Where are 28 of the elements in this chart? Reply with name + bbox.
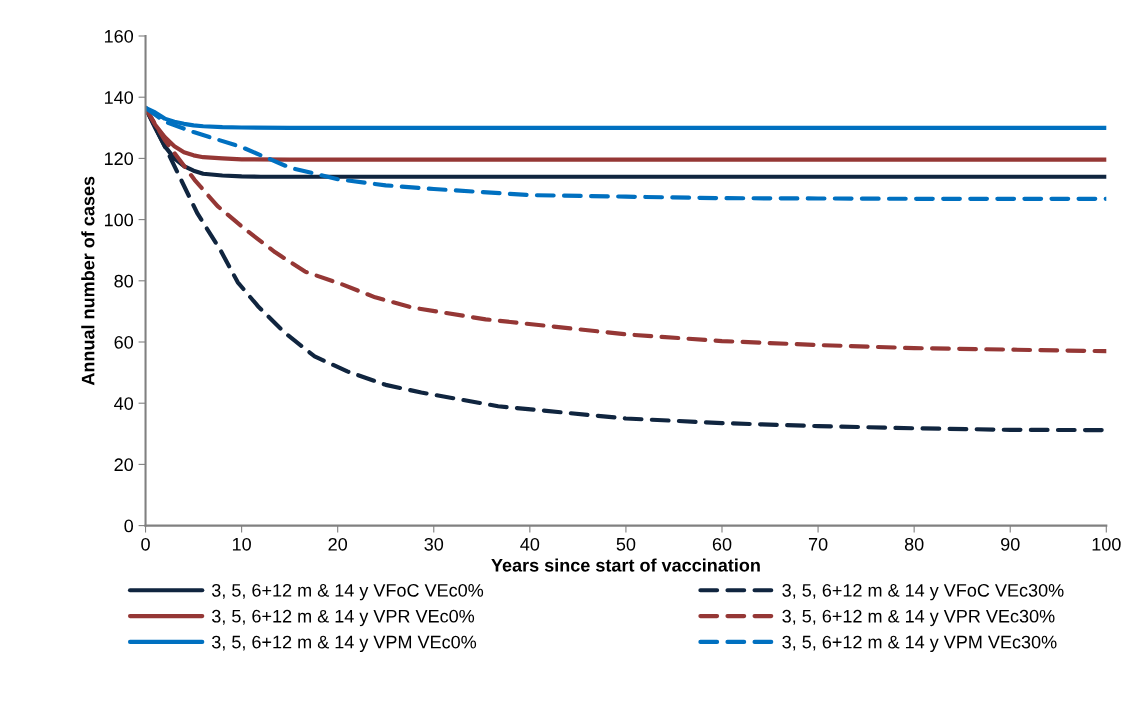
legend-label: 3, 5, 6+12 m & 14 y VFoC VEc30% (782, 583, 1064, 601)
x-tick-label: 40 (520, 537, 540, 551)
y-tick-label: 160 (104, 29, 134, 43)
x-tick-label: 100 (1092, 537, 1121, 551)
x-tick-label: 30 (424, 537, 444, 551)
x-tick-label: 0 (141, 537, 150, 551)
x-tick-label: 60 (712, 537, 732, 551)
legend-label: 3, 5, 6+12 m & 14 y VPM VEc30% (782, 635, 1057, 653)
x-axis-title: Years since start of vaccination (491, 558, 760, 572)
y-tick-label: 100 (104, 213, 134, 227)
y-tick-label: 120 (104, 152, 134, 166)
x-tick-label: 80 (904, 537, 924, 551)
x-tick-label: 90 (1001, 537, 1020, 551)
y-tick-label: 40 (114, 397, 134, 410)
legend-label: 3, 5, 6+12 m & 14 y VFoC VEc0% (211, 583, 484, 601)
y-tick-label: 0 (124, 519, 134, 533)
legend-label: 3, 5, 6+12 m & 14 y VPR VEc0% (211, 609, 475, 627)
y-tick-label: 80 (114, 274, 134, 288)
x-tick-label: 70 (808, 537, 828, 551)
legend-label: 3, 5, 6+12 m & 14 y VPR VEc30% (782, 609, 1055, 627)
y-axis-title: Annual number of cases (81, 176, 95, 386)
legend-label: 3, 5, 6+12 m & 14 y VPM VEc0% (211, 635, 477, 653)
y-tick-label: 20 (114, 458, 134, 472)
y-tick-label: 60 (114, 335, 134, 349)
x-tick-label: 50 (616, 537, 636, 551)
x-tick-label: 10 (232, 537, 251, 551)
x-tick-label: 20 (328, 537, 348, 551)
y-tick-label: 140 (104, 91, 134, 104)
